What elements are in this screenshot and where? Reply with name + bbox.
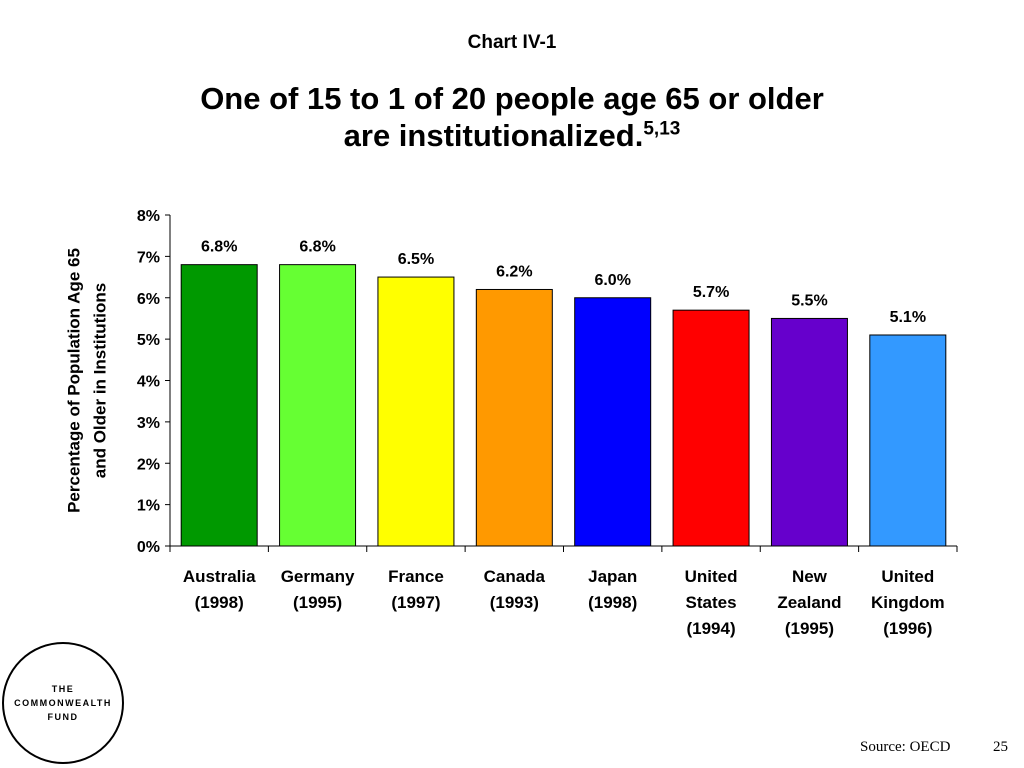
y-tick-label: 6%	[137, 291, 160, 308]
category-label-line: States	[686, 593, 737, 612]
category-label-line: (1994)	[686, 619, 735, 638]
y-tick-label: 1%	[137, 498, 160, 515]
category-label-line: (1995)	[785, 619, 834, 638]
y-axis: 0% 1% 2% 3% 4% 5% 6% 7% 8%	[137, 208, 171, 556]
category-label-line: Canada	[484, 567, 546, 586]
y-tick-label: 0%	[137, 539, 160, 556]
bar-data-label: 6.0%	[594, 272, 630, 289]
bar	[770, 317, 848, 547]
bar-data-label: 5.7%	[693, 284, 729, 301]
category-label-line: France	[388, 567, 444, 586]
y-axis-title: Percentage of Population Age 65 and Older…	[64, 248, 109, 513]
category-label-line: Australia	[183, 567, 256, 586]
category-label-line: United	[881, 567, 934, 586]
category-label-line: (1996)	[883, 619, 932, 638]
logo-line-2: COMMONWEALTH	[14, 698, 112, 708]
category-label-line: (1997)	[391, 593, 440, 612]
y-tick-label: 7%	[137, 249, 160, 266]
category-label: United States (1994)	[685, 567, 738, 638]
title-superscript: 5,13	[643, 118, 681, 140]
page-number: 25	[993, 739, 1008, 755]
y-tick-label: 5%	[137, 332, 160, 349]
category-label-line: Germany	[281, 567, 355, 586]
category-label: Australia (1998)	[183, 567, 256, 612]
bar-data-label: 6.2%	[496, 263, 532, 280]
chart-label: Chart IV-1	[467, 32, 557, 53]
category-label: Japan (1998)	[588, 567, 637, 612]
category-label-line: Japan	[588, 567, 637, 586]
bar-data-label: 5.1%	[890, 309, 926, 326]
bars	[180, 264, 947, 547]
category-label: United Kingdom (1996)	[871, 567, 945, 638]
y-tick-label: 3%	[137, 415, 160, 432]
bar	[475, 288, 553, 547]
bar-data-label: 5.5%	[791, 292, 827, 309]
category-label-line: United	[685, 567, 738, 586]
bar-data-labels: 6.8% 6.8% 6.5% 6.2% 6.0% 5.7% 5.5% 5.1%	[201, 239, 926, 326]
y-tick-label: 8%	[137, 208, 160, 225]
y-tick-label: 4%	[137, 374, 160, 391]
category-label-line: New	[792, 567, 828, 586]
slide-title: One of 15 to 1 of 20 people age 65 or ol…	[0, 80, 1024, 154]
bar	[672, 309, 750, 547]
category-labels: Australia (1998) Germany (1995) France (1997)…	[183, 567, 945, 638]
commonwealth-fund-logo: THE COMMONWEALTH FUND	[2, 642, 124, 764]
bar-data-label: 6.8%	[201, 239, 237, 256]
source-note: Source: OECD	[860, 739, 951, 755]
y-tick-label: 2%	[137, 456, 160, 473]
y-axis-title-line: and Older in Institutions	[90, 283, 109, 479]
title-line-2: are institutionalized.5,13	[0, 117, 1024, 154]
category-label: New Zealand (1995)	[777, 567, 841, 638]
logo-line-1: THE	[51, 684, 75, 694]
title-line-1: One of 15 to 1 of 20 people age 65 or ol…	[200, 81, 824, 116]
bar	[869, 334, 947, 547]
logo-line-3: FUND	[47, 712, 79, 722]
bar	[180, 264, 258, 547]
category-label-line: Zealand	[777, 593, 841, 612]
bar	[574, 297, 652, 547]
bar	[377, 276, 455, 547]
bar	[279, 264, 357, 547]
category-label-line: (1998)	[195, 593, 244, 612]
y-axis-title-line: Percentage of Population Age 65	[64, 248, 83, 513]
bar-data-label: 6.8%	[299, 239, 335, 256]
category-label: Germany (1995)	[281, 567, 355, 612]
category-label-line: (1998)	[588, 593, 637, 612]
category-label-line: (1995)	[293, 593, 342, 612]
title-line-2-text: are institutionalized.	[343, 118, 644, 153]
x-axis	[169, 545, 958, 552]
bar-data-label: 6.5%	[398, 251, 434, 268]
category-label-line: Kingdom	[871, 593, 945, 612]
category-label: France (1997)	[388, 567, 444, 612]
category-label: Canada (1993)	[484, 567, 546, 612]
category-label-line: (1993)	[490, 593, 539, 612]
